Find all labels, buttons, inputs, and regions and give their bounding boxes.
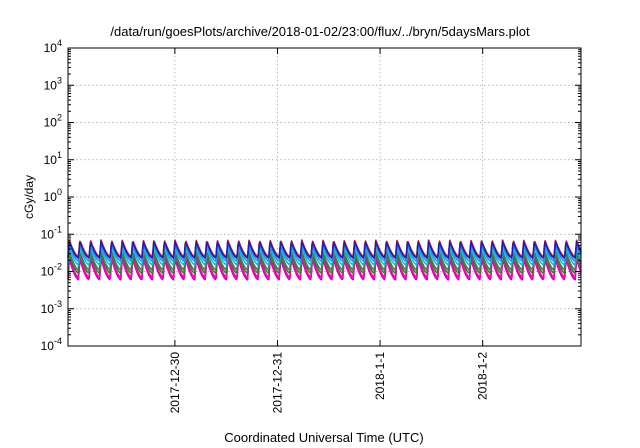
y-tick-label: 10-4	[41, 336, 62, 353]
x-tick-label: 2017-12-31	[270, 352, 284, 414]
x-tick-label: 2018-1-1	[373, 352, 387, 400]
x-tick-label: 2017-12-30	[168, 352, 182, 414]
y-tick-label: 103	[44, 75, 62, 92]
y-tick-label: 10-1	[41, 224, 62, 241]
y-axis: 10-4 10-3 10-2 10-1 100 101 102 103 104	[41, 38, 581, 353]
y-tick-label: 104	[44, 38, 62, 55]
y-tick-label: 10-3	[41, 299, 62, 316]
y-tick-label: 10-2	[41, 262, 62, 279]
series-line	[67, 240, 582, 259]
y-tick-label: 101	[44, 150, 62, 167]
x-axis: 2017-12-30 2017-12-31 2018-1-1 2018-1-2	[168, 48, 490, 413]
plot-frame	[67, 47, 582, 347]
y-tick-label: 100	[44, 187, 62, 204]
grid	[68, 48, 581, 346]
chart-title: /data/run/goesPlots/archive/2018-01-02/2…	[110, 24, 530, 39]
x-axis-label: Coordinated Universal Time (UTC)	[224, 430, 423, 445]
y-axis-label: cGy/day	[22, 175, 36, 219]
series-group	[67, 239, 582, 281]
y-tick-label: 102	[44, 113, 62, 130]
x-tick-label: 2018-1-2	[476, 352, 490, 400]
